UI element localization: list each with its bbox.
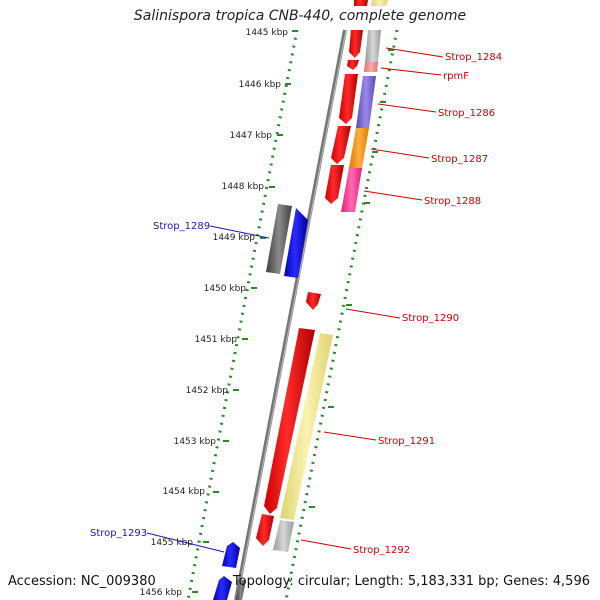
tick-label: 1446 kbp [239,80,282,90]
gene-arrow-rpmf[interactable] [347,60,359,70]
forward-cds-track [256,30,363,546]
leader-line [300,539,352,550]
leader-line [380,67,442,76]
leader-line [345,308,401,319]
cog-block-pink[interactable] [341,168,362,212]
map-title: Salinispora tropica CNB-440, complete ge… [133,8,467,24]
tick-label: 1445 kbp [246,28,289,38]
cog-block-grey-2[interactable] [273,520,294,552]
leader-line [146,532,225,553]
gene-arrow-strop-1291[interactable] [264,328,315,514]
gene-arrow-strop-1288[interactable] [325,165,344,204]
gene-label[interactable]: Strop_1293 [90,528,147,539]
leader-line [370,148,430,159]
cog-block-yellow[interactable] [280,333,333,520]
gene-arrow-strop-1293[interactable] [222,542,240,568]
tick-label: 1455 kbp [151,538,194,548]
gene-label[interactable]: Strop_1292 [353,545,410,556]
tick-marks [192,30,394,593]
cog-track-outer [273,0,388,552]
inner-dotted-track [186,29,299,600]
tick-label: 1449 kbp [213,233,256,243]
leader-line [209,225,270,239]
tick-label: 1450 kbp [204,284,247,294]
gene-arrow-strop-1287[interactable] [331,126,351,164]
backbone-highlight [236,29,347,600]
tick-label: 1451 kbp [195,335,238,345]
cog-block-grey[interactable] [365,30,381,62]
outer-dotted-track [284,29,399,600]
gene-label[interactable]: Strop_1291 [378,436,435,447]
backbone-line [234,29,347,600]
leader-lines [146,47,444,553]
cog-block-darkgrey[interactable] [266,204,292,274]
genome-summary-text: Topology: circular; Length: 5,183,331 bp… [232,574,590,589]
leader-line [385,47,444,58]
gene-arrow-top[interactable] [354,0,368,6]
gene-arrow-strop-1290[interactable] [306,292,321,310]
gene-arrow-strop-1292[interactable] [256,514,274,546]
gene-label[interactable]: Strop_1286 [438,108,495,119]
tick-label: 1448 kbp [222,182,265,192]
gene-arrow-strop-1286[interactable] [339,74,358,124]
gene-label[interactable]: Strop_1287 [431,154,488,165]
leader-line [323,431,377,441]
tick-label: 1454 kbp [163,487,206,497]
cog-block-top-yellow[interactable] [371,0,388,6]
cog-block-purple[interactable] [356,76,376,128]
gene-label[interactable]: Strop_1290 [402,313,459,324]
accession-text: Accession: NC_009380 [8,574,156,589]
gene-label[interactable]: Strop_1288 [424,196,481,207]
gene-label[interactable]: Strop_1289 [153,221,210,232]
gene-arrow-bottom[interactable] [213,576,232,600]
tick-label: 1453 kbp [174,437,217,447]
cog-block-bottom[interactable] [236,580,246,600]
cog-block-salmon[interactable] [364,62,378,72]
tick-labels: 1445 kbp 1446 kbp 1447 kbp 1448 kbp 1449… [140,28,289,598]
tick-label: 1452 kbp [186,386,229,396]
gene-arrow-strop-1289[interactable] [284,208,308,278]
gene-label[interactable]: rpmF [443,71,469,82]
reverse-cds-track [213,204,308,600]
gene-label[interactable]: Strop_1284 [445,52,502,63]
tick-label: 1447 kbp [230,131,273,141]
gene-labels: Strop_1284 rpmF Strop_1286 Strop_1287 St… [90,52,502,556]
tick-label: 1456 kbp [140,588,183,598]
leader-line [377,103,437,113]
leader-line [363,190,423,201]
gene-arrow-strop-1284[interactable] [349,30,363,58]
cog-block-orange[interactable] [349,128,369,168]
